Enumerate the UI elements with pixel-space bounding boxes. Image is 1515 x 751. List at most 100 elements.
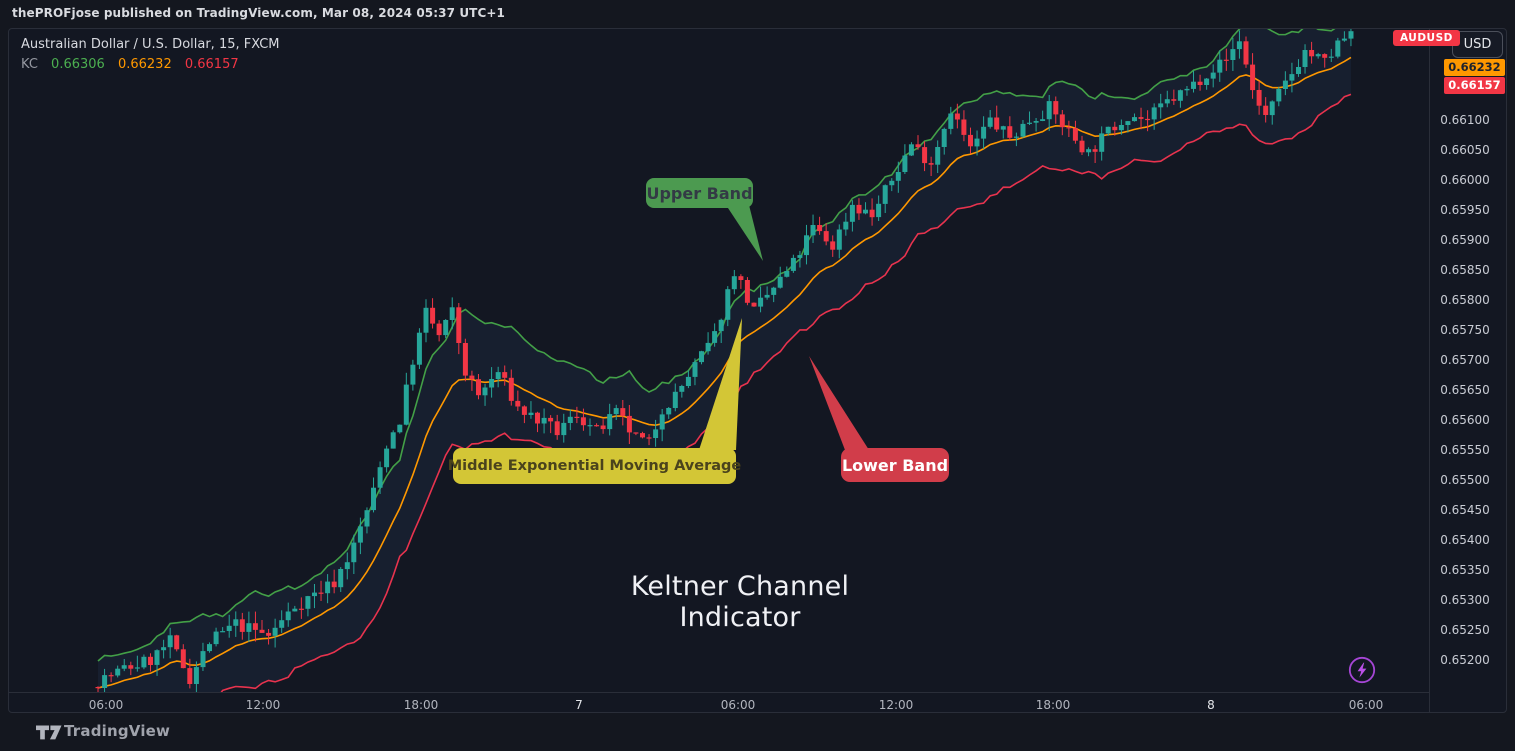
candle-body bbox=[489, 379, 495, 388]
time-tick-label: 06:00 bbox=[720, 698, 756, 712]
price-tick-label: 0.65500 bbox=[1440, 473, 1490, 487]
candle-body bbox=[1282, 80, 1288, 89]
candle-body bbox=[941, 128, 947, 147]
footer: TradingView bbox=[0, 713, 1515, 751]
candle-body bbox=[207, 644, 212, 652]
candle-body bbox=[397, 424, 403, 433]
candle-body bbox=[882, 185, 888, 204]
time-tick-label: 12:00 bbox=[878, 698, 914, 712]
candle-body bbox=[384, 448, 390, 468]
candle-body bbox=[928, 163, 934, 165]
candle-body bbox=[1289, 74, 1295, 81]
candle-body bbox=[351, 542, 357, 563]
price-tick-label: 0.65450 bbox=[1440, 503, 1490, 517]
time-tick-label: 06:00 bbox=[88, 698, 124, 712]
candle-body bbox=[482, 387, 488, 396]
candle-body bbox=[95, 687, 101, 689]
candle-body bbox=[987, 117, 993, 127]
candle-body bbox=[968, 134, 973, 147]
candle-body bbox=[1243, 41, 1249, 65]
candle-body bbox=[607, 414, 613, 430]
candle-body bbox=[633, 432, 639, 434]
candle-body bbox=[797, 255, 803, 258]
candle-body bbox=[266, 632, 272, 636]
candle-body bbox=[1177, 90, 1183, 101]
candle-body bbox=[1197, 81, 1203, 85]
currency-toggle[interactable]: USD bbox=[1452, 31, 1503, 58]
tradingview-brand[interactable]: TradingView bbox=[64, 722, 171, 740]
candle-body bbox=[679, 386, 685, 392]
candle-body bbox=[981, 126, 987, 139]
candle-body bbox=[1125, 121, 1131, 125]
candle-body bbox=[148, 656, 153, 665]
candle-body bbox=[567, 416, 573, 423]
candle-body bbox=[1184, 88, 1190, 91]
candle-body bbox=[836, 229, 842, 250]
candle-body bbox=[1066, 127, 1072, 129]
candle-body bbox=[666, 408, 672, 415]
candle-body bbox=[1000, 126, 1006, 130]
price-tick-label: 0.65650 bbox=[1440, 383, 1490, 397]
candle-body bbox=[521, 406, 527, 415]
candle-body bbox=[220, 631, 226, 633]
candle-body bbox=[1230, 49, 1236, 60]
candle-body bbox=[954, 113, 960, 120]
candle-body bbox=[1027, 122, 1032, 124]
price-tick-label: 0.65300 bbox=[1440, 593, 1490, 607]
candle-body bbox=[312, 592, 317, 597]
flash-icon[interactable] bbox=[1347, 655, 1377, 685]
candle-body bbox=[764, 294, 770, 298]
price-tick-label: 0.65900 bbox=[1440, 233, 1490, 247]
candle-body bbox=[226, 625, 232, 631]
candle-body bbox=[1007, 126, 1013, 138]
candle-body bbox=[364, 510, 370, 527]
candle-body bbox=[416, 332, 422, 365]
price-scale[interactable]: USD 0.66232 0.66157 0.66100 0.66050 0.6600… bbox=[1429, 29, 1506, 712]
candle-body bbox=[849, 204, 855, 222]
price-tick-label: 0.66000 bbox=[1440, 173, 1490, 187]
time-tick-label: 12:00 bbox=[245, 698, 281, 712]
candle-body bbox=[1112, 126, 1118, 131]
candle-body bbox=[1053, 101, 1059, 115]
price-tick-label: 0.65750 bbox=[1440, 323, 1490, 337]
candle-body bbox=[830, 241, 836, 250]
candle-body bbox=[239, 619, 245, 632]
candle-body bbox=[935, 147, 941, 165]
publish-attribution: thePROFjose published on TradingView.com… bbox=[12, 6, 505, 20]
candle-body bbox=[423, 307, 429, 333]
symbol-badge[interactable]: AUDUSD bbox=[1393, 30, 1460, 46]
candle-body bbox=[298, 608, 304, 610]
candle-body bbox=[502, 372, 508, 378]
candle-body bbox=[659, 414, 665, 430]
candle-body bbox=[344, 562, 350, 570]
candle-body bbox=[1020, 123, 1026, 137]
candle-body bbox=[1138, 117, 1144, 119]
candle-body bbox=[121, 665, 127, 669]
candle-body bbox=[371, 487, 376, 511]
indicator-legend: KC 0.66306 0.66232 0.66157 bbox=[21, 57, 279, 72]
candle-body bbox=[784, 271, 790, 277]
candle-body bbox=[731, 276, 737, 290]
candle-body bbox=[1328, 56, 1334, 58]
candle-body bbox=[535, 412, 540, 424]
candle-body bbox=[1256, 90, 1262, 106]
candle-body bbox=[1105, 126, 1111, 134]
kc-middle-value: 0.66232 bbox=[117, 57, 172, 72]
candle-body bbox=[810, 225, 816, 236]
candle-body bbox=[1296, 67, 1301, 74]
time-scale[interactable]: 06:00 12:00 18:00 7 06:00 12:00 18:00 8 06:00 bbox=[9, 692, 1429, 712]
candle-body bbox=[869, 209, 875, 218]
candle-body bbox=[541, 417, 547, 424]
candle-body bbox=[744, 280, 750, 303]
candle-body bbox=[1309, 50, 1315, 57]
candle-body bbox=[790, 257, 796, 271]
candle-body bbox=[528, 412, 534, 415]
candle-body bbox=[193, 667, 199, 684]
candle-body bbox=[948, 113, 954, 129]
candle-body bbox=[613, 408, 619, 415]
tradingview-logo-icon[interactable] bbox=[36, 723, 62, 741]
candle-body bbox=[476, 379, 481, 396]
middle-ema-callout-label: Middle Exponential Moving Average bbox=[447, 458, 742, 474]
candle-body bbox=[1086, 149, 1092, 153]
candle-body bbox=[515, 400, 521, 407]
